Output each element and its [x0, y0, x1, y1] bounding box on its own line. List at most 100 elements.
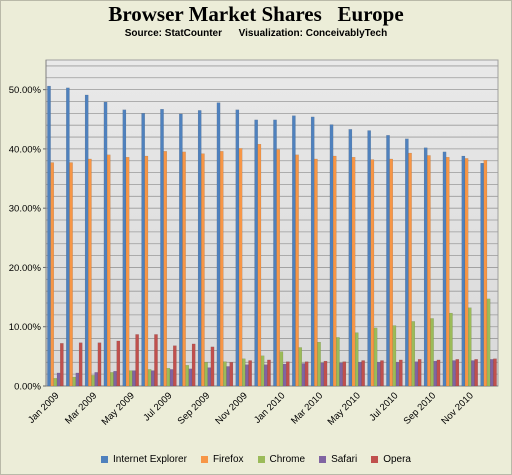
bar-firefox — [276, 149, 280, 387]
bar-opera — [323, 360, 328, 387]
bar-opera — [154, 334, 158, 387]
chart-subtitle: Source: StatCounter Visualization: Conce… — [124, 28, 388, 39]
bar-opera — [361, 360, 365, 387]
y-tick-label: 0.00% — [14, 382, 41, 393]
bar-firefox — [464, 158, 469, 387]
bar-opera — [342, 361, 347, 387]
bar-internet-explorer — [216, 102, 221, 387]
bar-internet-explorer — [310, 116, 315, 387]
y-tick-label: 40.00% — [9, 144, 42, 155]
bar-internet-explorer — [103, 101, 108, 387]
y-tick-label: 10.00% — [9, 322, 42, 333]
bar-internet-explorer — [386, 135, 390, 387]
bar-safari — [358, 362, 362, 387]
y-tick-label: 20.00% — [9, 263, 42, 274]
x-tick-label: Jan 2009 — [26, 390, 61, 425]
bar-opera — [493, 358, 497, 387]
bar-internet-explorer — [480, 162, 484, 387]
bar-safari — [320, 362, 325, 387]
bar-firefox — [201, 153, 205, 387]
bar-firefox — [182, 151, 186, 387]
bar-firefox — [125, 157, 130, 387]
bar-chrome — [53, 378, 58, 387]
bar-internet-explorer — [405, 138, 409, 387]
x-tick-label: Jul 2009 — [141, 390, 174, 423]
bar-chrome — [185, 365, 189, 387]
bar-opera — [97, 342, 102, 387]
bar-safari — [151, 370, 155, 387]
bar-firefox — [144, 155, 149, 387]
bar-chrome — [298, 347, 302, 387]
bar-internet-explorer — [273, 119, 277, 387]
bar-safari — [433, 360, 438, 387]
bar-internet-explorer — [461, 155, 466, 387]
bar-safari — [75, 372, 80, 387]
bar-opera — [60, 343, 64, 387]
bar-opera — [248, 360, 252, 387]
bar-firefox — [238, 148, 243, 387]
bar-chrome — [223, 361, 227, 387]
legend-label: Chrome — [269, 454, 306, 465]
bar-chrome — [411, 321, 415, 387]
x-tick-label: Nov 2010 — [439, 390, 476, 427]
bar-firefox — [69, 162, 73, 387]
bar-internet-explorer — [160, 109, 164, 387]
bar-opera — [474, 359, 478, 387]
bar-firefox — [351, 157, 356, 387]
bar-internet-explorer — [367, 130, 371, 387]
x-tick-label: Nov 2009 — [213, 390, 250, 427]
bar-chrome — [110, 372, 114, 387]
x-tick-label: Mar 2010 — [289, 390, 325, 426]
bar-firefox — [219, 151, 224, 387]
bar-internet-explorer — [66, 87, 70, 387]
x-tick-label: Sep 2010 — [402, 390, 439, 427]
bar-safari — [245, 364, 249, 387]
x-tick-label: Mar 2009 — [63, 390, 99, 426]
bar-opera — [116, 340, 121, 387]
legend-swatch — [371, 456, 379, 463]
bar-internet-explorer — [235, 109, 240, 387]
bar-internet-explorer — [179, 113, 183, 387]
bar-chrome — [147, 369, 152, 387]
bar-opera — [78, 342, 83, 387]
bar-firefox — [163, 151, 167, 387]
bar-internet-explorer — [329, 124, 334, 387]
bar-internet-explorer — [197, 110, 202, 387]
bar-chrome — [166, 368, 171, 387]
bar-opera — [399, 359, 403, 387]
bar-chrome — [336, 337, 340, 387]
bar-safari — [94, 372, 99, 387]
legend-label: Firefox — [212, 454, 244, 465]
x-tick-label: May 2010 — [326, 390, 363, 427]
bar-firefox — [295, 154, 299, 387]
chart-legend: Internet Explorer Firefox Chrome Safari Oper… — [0, 454, 512, 465]
bar-opera — [135, 334, 139, 387]
bar-chrome — [91, 375, 95, 387]
bar-firefox — [332, 155, 337, 387]
bar-opera — [380, 360, 384, 387]
bar-opera — [286, 361, 290, 387]
legend-item: Chrome — [257, 454, 306, 465]
bar-firefox — [50, 162, 54, 387]
bar-safari — [188, 368, 193, 387]
bar-safari — [264, 364, 268, 387]
bar-chrome — [204, 362, 208, 387]
bar-firefox — [427, 155, 431, 387]
bar-opera — [191, 343, 196, 387]
bar-chrome — [72, 376, 77, 387]
legend-item: Internet Explorer — [101, 454, 187, 465]
bar-chrome — [392, 325, 397, 387]
bar-opera — [229, 362, 234, 387]
bar-safari — [414, 361, 419, 387]
bar-opera — [455, 359, 460, 387]
bar-chrome — [486, 298, 491, 387]
legend-label: Safari — [331, 454, 358, 465]
bar-chrome — [449, 312, 453, 387]
bar-safari — [56, 372, 61, 387]
bar-safari — [132, 370, 136, 387]
bar-firefox — [483, 160, 488, 387]
bar-safari — [207, 367, 212, 387]
legend-label: Opera — [383, 454, 411, 465]
bar-safari — [452, 360, 456, 387]
bar-firefox — [445, 157, 450, 387]
